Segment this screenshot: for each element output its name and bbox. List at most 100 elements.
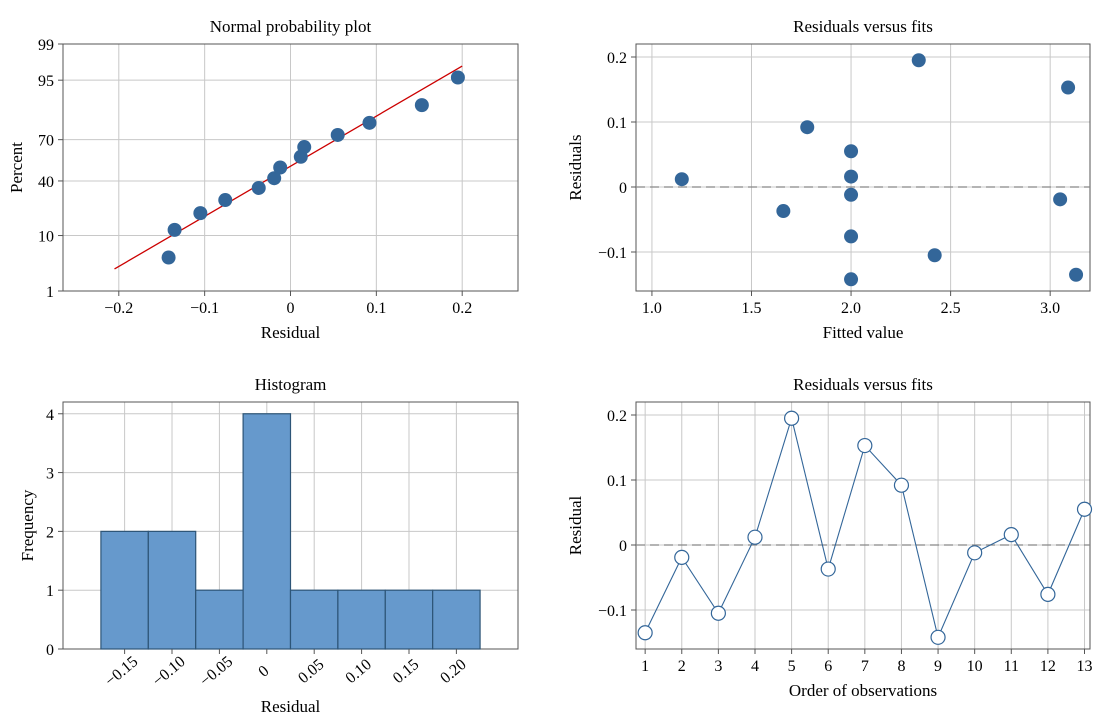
data-point [844, 144, 859, 159]
plot-frame-1 [62, 43, 519, 292]
x-tick-label: 2 [678, 658, 686, 675]
y-tick-label: 2 [46, 524, 54, 541]
x-tick-label: 1.5 [741, 300, 761, 317]
data-point [967, 545, 983, 561]
x-axis-label-4: Order of observations [789, 681, 937, 700]
x-tick-label: 1.0 [642, 300, 662, 317]
x-tick-label: −0.2 [104, 300, 133, 317]
chart-title-4: Residuals versus fits [793, 375, 933, 394]
y-tick-label: 40 [38, 174, 54, 191]
x-tick-label: 2.5 [941, 300, 961, 317]
y-tick-label: 3 [46, 466, 54, 483]
x-tick-label: 0.1 [366, 300, 386, 317]
data-point [1061, 80, 1076, 95]
x-axis-label-1: Residual [261, 323, 321, 342]
data-point [927, 248, 942, 263]
y-tick-label: −0.1 [598, 245, 627, 262]
x-tick-label: 3.0 [1040, 300, 1060, 317]
data-point [1053, 192, 1068, 207]
data-point [1076, 501, 1093, 517]
x-tick-label: −0.05 [197, 653, 236, 690]
y-axis-label-4: Residual [566, 495, 585, 555]
x-tick-label: 7 [861, 658, 869, 675]
x-tick-label: −0.10 [149, 653, 188, 690]
histogram-bar [242, 413, 292, 650]
y-tick-label: 0 [619, 538, 627, 555]
histogram-bar [147, 530, 197, 650]
data-point [414, 98, 429, 113]
data-point [674, 172, 689, 187]
y-tick-label: 95 [38, 73, 54, 90]
chart-title-2: Residuals versus fits [793, 17, 933, 36]
data-point [362, 115, 377, 130]
x-tick-label: 9 [934, 658, 942, 675]
histogram-bar [100, 530, 149, 650]
plot-frame-4 [635, 401, 1091, 650]
data-point [637, 625, 653, 641]
data-point [776, 204, 791, 219]
x-tick-label: 4 [751, 658, 759, 675]
y-tick-label: 1 [46, 583, 54, 600]
data-point [674, 549, 690, 565]
data-point [273, 160, 288, 175]
y-tick-label: 1 [46, 284, 54, 301]
x-tick-label: 0.15 [390, 656, 422, 687]
data-point [844, 169, 859, 184]
data-point [330, 127, 345, 142]
data-point [161, 250, 176, 265]
data-point [844, 229, 859, 244]
data-point [267, 171, 282, 186]
data-point [820, 561, 836, 577]
data-point [784, 410, 800, 426]
data-point [844, 187, 859, 202]
x-tick-label: 13 [1077, 658, 1093, 675]
y-tick-label: 0 [46, 642, 54, 659]
y-tick-label: 0.2 [607, 50, 627, 67]
data-point [800, 120, 815, 135]
data-point [747, 529, 763, 545]
data-point [1003, 526, 1019, 543]
y-tick-label: 0.1 [607, 115, 627, 132]
x-tick-label: 5 [788, 658, 796, 675]
histogram-bar [432, 589, 481, 650]
x-tick-label: −0.1 [190, 300, 219, 317]
x-tick-label: 11 [1004, 658, 1019, 675]
y-tick-label: 99 [38, 37, 54, 54]
y-tick-label: 0.2 [607, 408, 627, 425]
data-point [844, 272, 859, 287]
data-point [193, 206, 208, 221]
x-tick-label: 8 [897, 658, 905, 675]
fit-line [114, 65, 463, 270]
x-tick-label: 0.20 [437, 656, 469, 687]
x-tick-label: 2.0 [841, 300, 861, 317]
y-axis-label-1: Percent [7, 142, 26, 193]
data-point [251, 180, 266, 195]
y-tick-label: 4 [46, 407, 54, 424]
data-point [857, 437, 873, 454]
x-tick-label: 0 [287, 300, 295, 317]
x-tick-label: 6 [824, 658, 832, 675]
data-point [1040, 586, 1056, 603]
y-tick-label: 10 [38, 229, 54, 246]
x-tick-label: −0.15 [102, 653, 141, 690]
data-point [450, 70, 465, 85]
data-point [1069, 267, 1084, 282]
data-point [297, 140, 312, 155]
histogram-bar [337, 589, 386, 650]
data-point [218, 193, 233, 208]
data-point [930, 629, 946, 645]
histogram-bar [195, 589, 244, 650]
y-axis-label-2: Residuals [566, 134, 585, 200]
x-tick-label: 3 [714, 658, 722, 675]
data-point [893, 477, 910, 493]
histogram-bar [384, 589, 434, 650]
y-axis-label-3: Frequency [18, 489, 37, 561]
x-tick-label: 0.2 [452, 300, 472, 317]
data-point [911, 53, 926, 68]
x-tick-label: 0.05 [295, 656, 327, 687]
data-point [167, 222, 182, 237]
x-axis-label-3: Residual [261, 697, 321, 716]
y-tick-label: 70 [38, 133, 54, 150]
chart-title-1: Normal probability plot [210, 17, 372, 36]
